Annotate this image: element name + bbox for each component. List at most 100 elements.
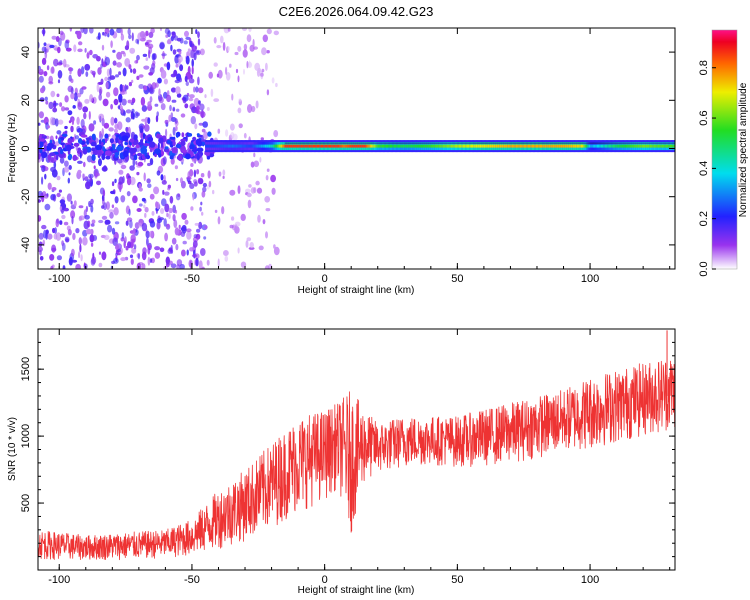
noise-blob [93,165,96,170]
band-core [260,144,263,148]
band-core [340,144,343,148]
band-core [233,144,236,148]
noise-blob [67,110,73,116]
band-core [442,144,445,148]
band-blob [138,141,144,146]
band-core [349,144,352,148]
band-core [397,144,400,148]
band-core [563,144,566,148]
noise-blob [189,247,194,252]
noise-blob [195,257,199,267]
noise-blob [178,224,181,229]
noise-blob [145,30,149,37]
noise-blob [75,228,80,234]
noise-blob [198,122,204,126]
noise-blob [101,215,108,220]
noise-blob [213,98,220,102]
noise-blob [136,75,140,80]
band-core [311,144,314,148]
band-core [566,144,569,148]
noise-blob [197,31,200,39]
noise-blob [151,211,155,216]
noise-blob [91,159,96,164]
band-core [213,144,216,148]
noise-blob [248,246,255,250]
noise-blob [155,115,159,123]
band-core [436,144,439,148]
band-core [495,144,498,148]
band-blob [145,154,151,160]
noise-blob [142,247,147,255]
noise-blob [118,71,122,76]
noise-blob [151,53,156,61]
noise-blob [265,231,268,239]
noise-blob [256,187,263,194]
noise-blob [118,176,124,185]
noise-blob [262,219,266,225]
band-blob [61,133,68,138]
noise-blob [202,121,208,128]
noise-blob [126,177,132,186]
noise-blob [51,247,57,252]
band-blob [105,155,111,160]
noise-blob [113,207,119,216]
band-blob [39,138,46,142]
band-core [361,144,364,148]
band-core [284,144,287,148]
band-core [356,144,359,148]
band-blob [72,154,78,161]
noise-blob [70,200,73,205]
noise-blob [242,28,247,32]
band-core [339,144,342,148]
noise-blob [181,224,187,234]
band-blob [169,136,176,140]
noise-blob [144,206,149,213]
band-blob [133,134,138,141]
band-core [413,144,416,148]
noise-blob [64,160,69,167]
band-core [570,144,573,148]
band-core [571,144,574,148]
noise-blob [113,128,119,133]
band-core [221,144,224,148]
noise-blob [103,122,110,129]
band-core [377,144,380,148]
noise-blob [196,228,201,233]
noise-blob [113,98,119,106]
noise-blob [174,209,178,214]
noise-blob [112,49,116,53]
noise-blob [189,40,192,47]
noise-blob [214,209,218,213]
noise-blob [143,65,150,70]
noise-blob [229,63,232,68]
noise-blob [40,192,44,199]
band-core [586,144,589,148]
band-core [668,144,671,148]
noise-blob [120,195,126,203]
noise-blob [137,161,144,167]
noise-blob [112,237,118,246]
band-core [497,144,500,148]
noise-blob [111,227,116,235]
noise-blob [161,53,167,57]
noise-blob [260,72,264,77]
band-core [550,144,553,148]
band-blob [196,147,204,153]
noise-blob [171,99,177,103]
noise-blob [159,28,163,32]
band-blob [140,147,148,155]
band-core [635,144,638,148]
noise-blob [160,69,167,79]
noise-blob [44,203,51,211]
noise-blob [190,74,193,80]
band-core [414,144,417,148]
band-core [445,144,448,148]
noise-blob [222,175,225,179]
spectrogram-panel: -100 -50 0 50 100 -40 -20 0 20 40 Height of strai… [7,27,676,296]
noise-blob [146,178,151,184]
noise-blob [149,258,153,263]
noise-blob [189,94,195,99]
band-core [234,144,237,148]
band-blob [104,133,109,139]
noise-blob [71,248,75,257]
